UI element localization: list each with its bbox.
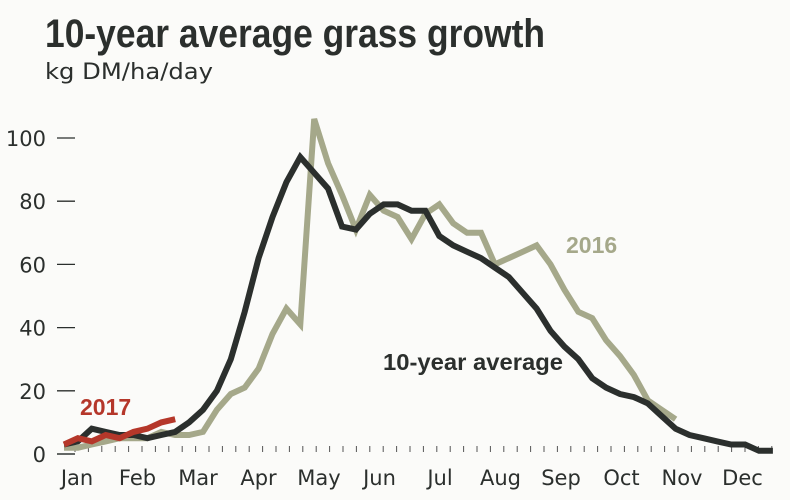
y-tick-label: 100 — [6, 127, 46, 151]
x-tick-label: Jun — [361, 466, 396, 490]
y-axis: 0 20 40 60 80 100 — [6, 127, 75, 467]
x-tick-label: Dec — [722, 466, 763, 490]
x-tick-label: Nov — [662, 466, 703, 490]
y-tick-label: 0 — [33, 443, 46, 467]
y-tick-label: 40 — [19, 317, 46, 341]
series-line-10-year-average — [63, 151, 773, 454]
label-2016: 2016 — [566, 232, 617, 258]
x-tick-label: Jan — [59, 466, 93, 490]
x-tick-label: Aug — [480, 466, 521, 490]
series-line-2017 — [62, 416, 176, 448]
x-tick-label: Mar — [178, 466, 218, 490]
series-line-2016 — [64, 118, 678, 451]
x-tick-label: Oct — [603, 466, 639, 490]
x-tick-label: Apr — [240, 466, 277, 490]
label-10-year-average: 10-year average — [383, 349, 563, 375]
chart-title: 10-year average grass growth — [45, 12, 545, 56]
x-tick-label: Feb — [119, 466, 156, 490]
y-tick-label: 20 — [19, 380, 46, 404]
x-tick-label: May — [297, 466, 340, 490]
y-tick-label: 60 — [19, 253, 46, 277]
series-lines — [62, 118, 773, 454]
y-tick-label: 80 — [19, 190, 46, 214]
label-2017: 2017 — [80, 394, 131, 420]
chart-subtitle: kg DM/ha/day — [45, 60, 213, 85]
x-tick-label: Jul — [425, 466, 452, 490]
x-tick-label: Sep — [541, 466, 581, 490]
x-axis: Jan Feb Mar Apr May Jun Jul Aug Sep Oct Nov Dec — [57, 446, 773, 490]
